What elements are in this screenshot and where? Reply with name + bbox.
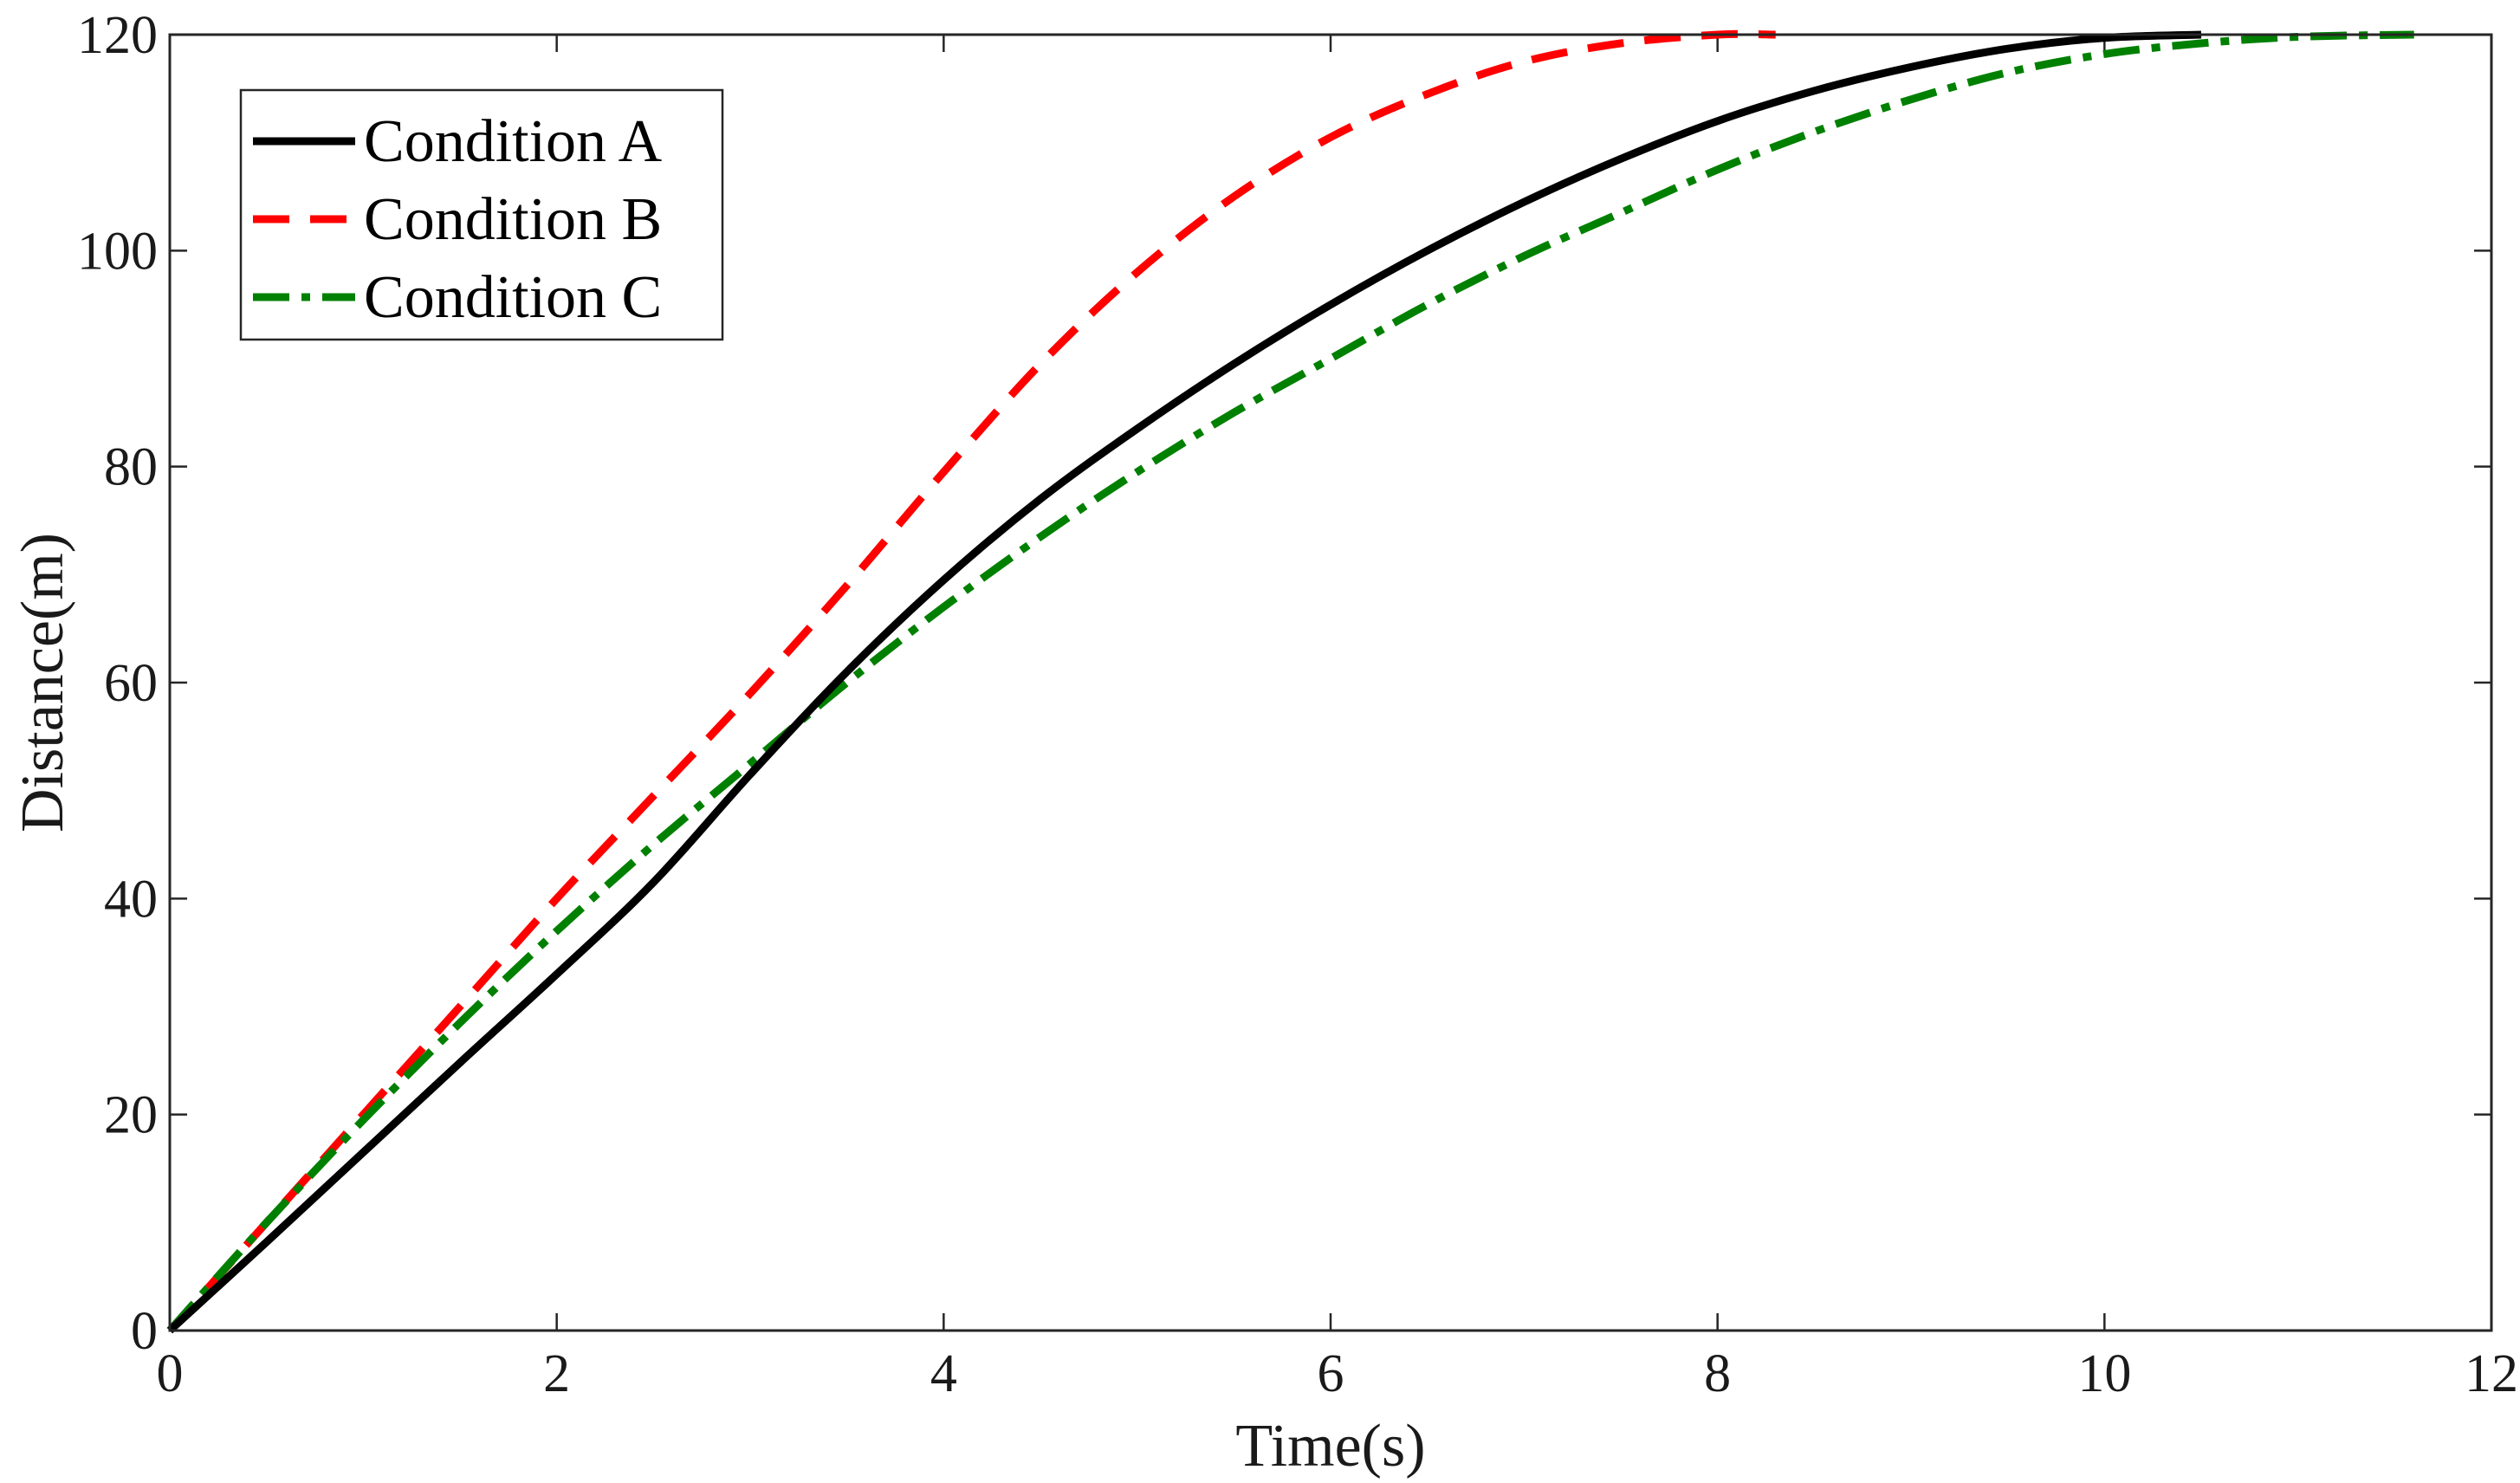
y-tick-label: 120 bbox=[77, 6, 158, 65]
y-tick-label: 20 bbox=[104, 1086, 158, 1145]
x-tick-label: 2 bbox=[543, 1344, 570, 1403]
series-line-condition-c bbox=[166, 30, 2414, 1333]
plot-frame bbox=[168, 33, 2493, 1332]
y-axis-title: Distance(m) bbox=[10, 533, 76, 832]
series-line-condition-a bbox=[166, 30, 2202, 1334]
y-tick-label: 40 bbox=[104, 870, 158, 929]
legend-label-condition-b: Condition B bbox=[364, 186, 662, 253]
x-axis-title: Time(s) bbox=[1235, 1413, 1425, 1480]
legend-box bbox=[239, 88, 724, 341]
y-tick-label: 100 bbox=[77, 222, 158, 281]
legend-label-condition-c: Condition C bbox=[364, 264, 662, 331]
legend: Condition A Condition B Condition C bbox=[239, 88, 724, 341]
y-tick-label: 0 bbox=[131, 1302, 158, 1361]
x-tick-label: 6 bbox=[1318, 1344, 1344, 1403]
x-tick-label: 8 bbox=[1704, 1344, 1731, 1403]
series-layer bbox=[166, 29, 2414, 1334]
series-line-condition-b bbox=[166, 29, 1776, 1333]
y-tick-label: 80 bbox=[104, 438, 158, 497]
x-tick-label: 4 bbox=[930, 1344, 957, 1403]
y-tick-label: 60 bbox=[104, 654, 158, 713]
x-tick-label: 10 bbox=[2077, 1344, 2131, 1403]
x-tick-label: 0 bbox=[157, 1344, 184, 1403]
x-tick-label: 12 bbox=[2465, 1344, 2518, 1403]
legend-label-condition-a: Condition A bbox=[364, 108, 663, 175]
